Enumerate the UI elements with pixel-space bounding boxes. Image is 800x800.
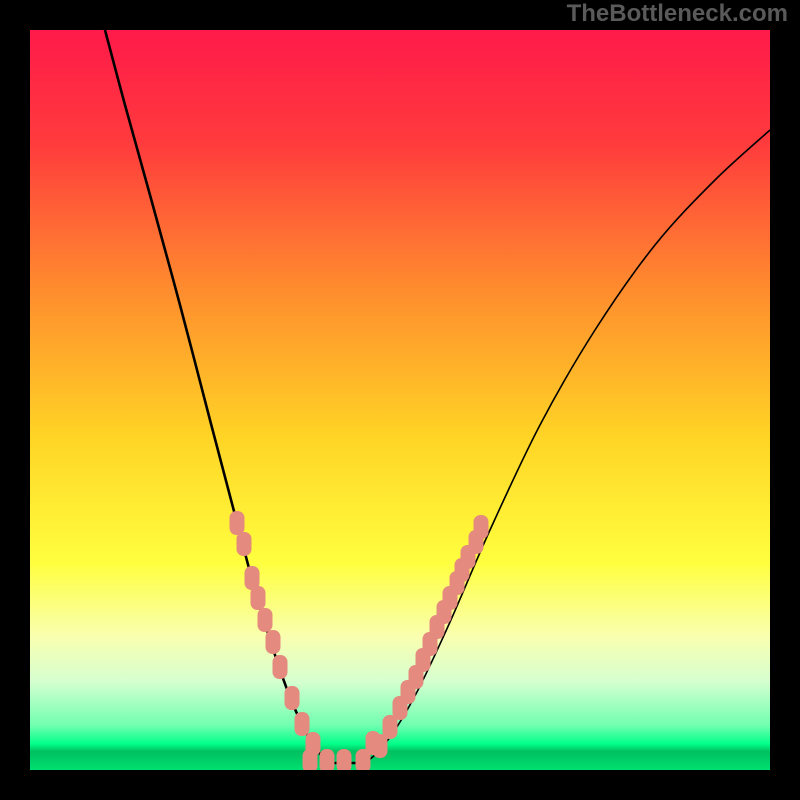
scatter-marker: [474, 515, 489, 539]
frame-border-bottom: [0, 770, 800, 800]
frame-border-right: [770, 0, 800, 800]
gradient-background: [30, 30, 770, 770]
chart-plot: [30, 30, 770, 770]
chart-frame: TheBottleneck.com: [0, 0, 800, 800]
frame-border-left: [0, 0, 30, 800]
scatter-marker: [320, 749, 335, 770]
scatter-marker: [285, 686, 300, 710]
scatter-marker: [295, 712, 310, 736]
watermark-label: TheBottleneck.com: [567, 0, 788, 28]
scatter-marker: [383, 715, 398, 739]
scatter-marker: [237, 532, 252, 556]
scatter-marker: [266, 630, 281, 654]
scatter-marker: [303, 749, 318, 770]
scatter-marker: [251, 586, 266, 610]
scatter-marker: [258, 608, 273, 632]
scatter-marker: [230, 511, 245, 535]
scatter-marker: [366, 731, 381, 755]
scatter-marker: [337, 749, 352, 770]
scatter-marker: [273, 655, 288, 679]
